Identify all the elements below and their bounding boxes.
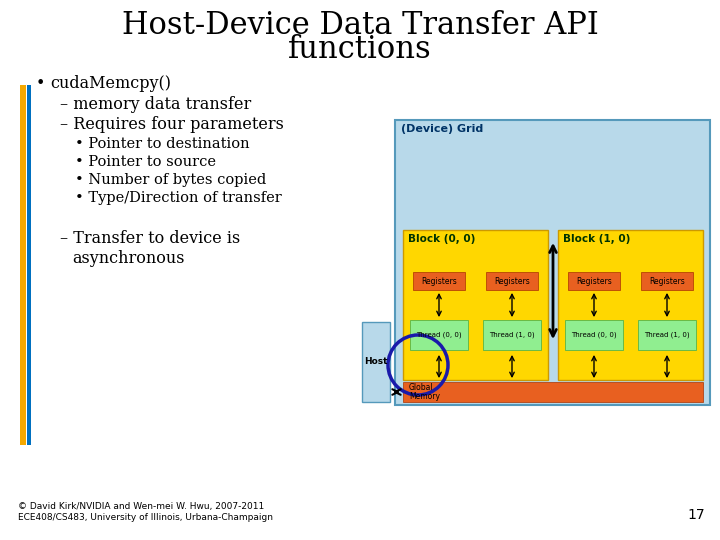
Text: Host: Host bbox=[364, 357, 388, 367]
Text: • Number of bytes copied: • Number of bytes copied bbox=[75, 173, 266, 187]
Bar bbox=[568, 272, 620, 290]
Text: Thread (0, 0): Thread (0, 0) bbox=[571, 332, 617, 338]
Text: – Requires four parameters: – Requires four parameters bbox=[60, 116, 284, 133]
Text: cudaMemcpy(): cudaMemcpy() bbox=[50, 75, 171, 92]
Bar bbox=[638, 320, 696, 350]
Text: Thread (1, 0): Thread (1, 0) bbox=[644, 332, 690, 338]
Text: Block (0, 0): Block (0, 0) bbox=[408, 234, 475, 244]
Text: Global
Memory: Global Memory bbox=[409, 383, 440, 401]
Text: Registers: Registers bbox=[421, 276, 457, 286]
Text: 17: 17 bbox=[688, 508, 705, 522]
Text: Thread (1, 0): Thread (1, 0) bbox=[489, 332, 535, 338]
Text: asynchronous: asynchronous bbox=[72, 250, 184, 267]
Text: • Pointer to destination: • Pointer to destination bbox=[75, 137, 250, 151]
Text: Host-Device Data Transfer API: Host-Device Data Transfer API bbox=[122, 10, 598, 41]
Bar bbox=[413, 272, 465, 290]
Text: © David Kirk/NVIDIA and Wen-mei W. Hwu, 2007-2011
ECE408/CS483, University of Il: © David Kirk/NVIDIA and Wen-mei W. Hwu, … bbox=[18, 502, 273, 522]
Bar bbox=[641, 272, 693, 290]
Bar bbox=[403, 230, 548, 380]
Text: Registers: Registers bbox=[576, 276, 612, 286]
Text: Registers: Registers bbox=[649, 276, 685, 286]
Text: • Type/Direction of transfer: • Type/Direction of transfer bbox=[75, 191, 282, 205]
Bar bbox=[395, 120, 710, 405]
Text: Thread (0, 0): Thread (0, 0) bbox=[416, 332, 462, 338]
Bar bbox=[27, 85, 31, 445]
Bar bbox=[403, 382, 703, 402]
Text: • Pointer to source: • Pointer to source bbox=[75, 155, 216, 169]
Text: functions: functions bbox=[288, 34, 432, 65]
Bar bbox=[558, 230, 703, 380]
Text: – memory data transfer: – memory data transfer bbox=[60, 96, 251, 113]
Bar bbox=[486, 272, 538, 290]
Text: Block (1, 0): Block (1, 0) bbox=[563, 234, 631, 244]
Bar bbox=[565, 320, 623, 350]
Text: (Device) Grid: (Device) Grid bbox=[401, 124, 483, 134]
Text: – Transfer to device is: – Transfer to device is bbox=[60, 230, 240, 247]
Bar bbox=[362, 322, 390, 402]
Text: •: • bbox=[36, 75, 45, 92]
Bar bbox=[483, 320, 541, 350]
Text: Registers: Registers bbox=[494, 276, 530, 286]
Bar bbox=[410, 320, 468, 350]
Bar bbox=[20, 85, 26, 445]
